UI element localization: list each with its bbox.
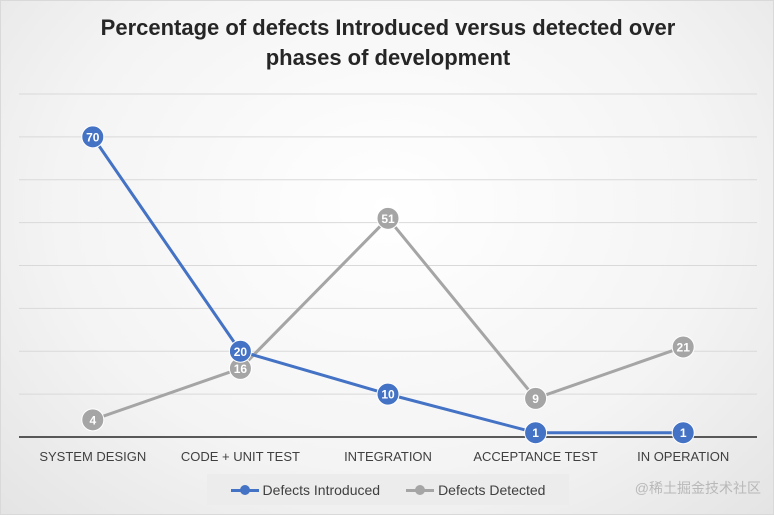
data-point-introduced [376,382,400,406]
legend-label-introduced: Defects Introduced [262,481,381,498]
data-point-detected [376,206,400,230]
legend-swatch-introduced [230,484,259,495]
watermark: @稀土掘金技术社区 [634,480,761,496]
data-point-detected [81,408,105,432]
chart-title-line-1: Percentage of defects Introduced versus … [100,15,676,40]
x-tick-label: INTEGRATION [344,449,432,464]
data-label: 16 [234,362,248,376]
data-point-introduced [81,125,105,149]
data-label: 51 [381,212,395,226]
x-tick-label: ACCEPTANCE TEST [473,449,598,464]
chart-title: Percentage of defects Introduced versus … [1,13,774,73]
data-point-introduced [228,339,252,363]
chart-title-line-2: phases of development [265,45,511,70]
data-label: 9 [532,392,539,406]
data-label: 70 [86,130,100,144]
data-point-detected [671,335,695,359]
legend-swatch-detected [406,484,435,495]
data-label: 1 [680,426,687,440]
x-tick-label: IN OPERATION [637,449,729,464]
legend: Defects Introduced Defects Detected [207,474,569,505]
x-tick-label: SYSTEM DESIGN [39,449,146,464]
data-point-introduced [524,421,548,445]
legend-item-defects-introduced[interactable]: Defects Introduced [230,481,381,498]
legend-item-defects-detected[interactable]: Defects Detected [406,482,545,498]
data-point-detected [524,386,548,410]
data-point-introduced [671,421,695,445]
data-label: 10 [381,388,395,402]
legend-label-detected: Defects Detected [438,481,546,498]
data-label: 20 [234,345,248,359]
data-label: 1 [532,426,539,440]
data-label: 4 [89,413,96,427]
data-label: 21 [677,340,691,354]
x-tick-label: CODE + UNIT TEST [181,449,300,464]
